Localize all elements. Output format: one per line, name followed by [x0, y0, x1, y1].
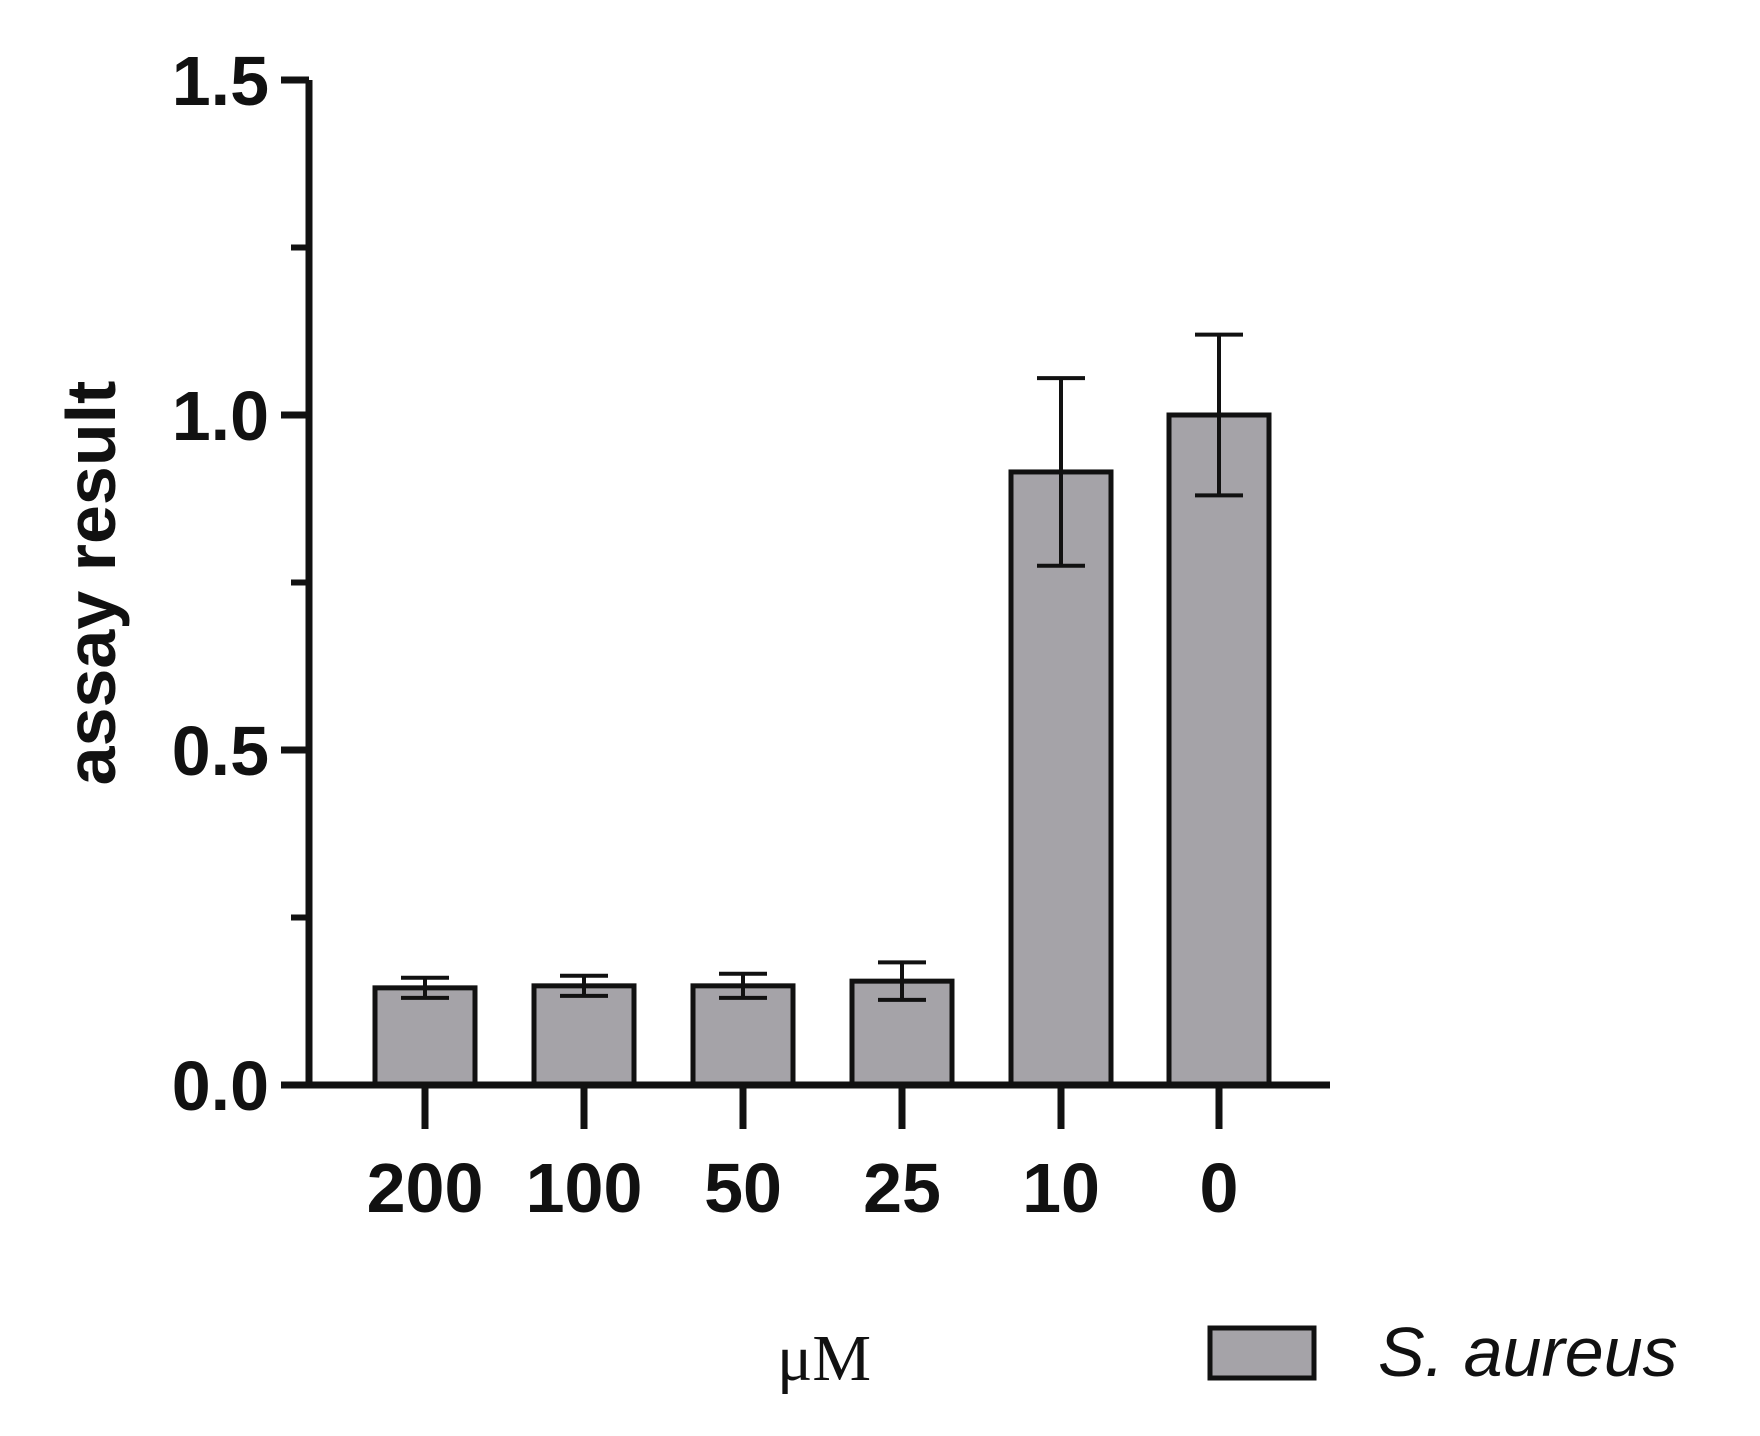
x-tick-label: 200: [367, 1149, 484, 1227]
x-axis-title: μM: [777, 1322, 871, 1395]
bar-50: [690, 983, 796, 1088]
error-bar-10: [1037, 376, 1085, 568]
bar-200: [372, 985, 478, 1088]
y-tick-label: 1.0: [172, 377, 269, 455]
error-bar-100: [560, 973, 608, 998]
error-bar-50: [719, 971, 767, 1000]
bar-100: [531, 983, 637, 1088]
legend: S. aureus: [1207, 1313, 1678, 1391]
y-axis-title: assay result: [52, 381, 130, 786]
error-bar-200: [401, 975, 449, 1000]
error-bar-0: [1195, 332, 1243, 498]
x-tick-label: 0: [1200, 1149, 1239, 1227]
bars-layer: [372, 412, 1272, 1088]
x-tick-label: 10: [1022, 1149, 1100, 1227]
error-bar-25: [878, 960, 926, 1002]
legend-label: S. aureus: [1378, 1313, 1678, 1391]
y-tick-label: 1.5: [172, 42, 269, 120]
x-tick-label: 50: [704, 1149, 782, 1227]
y-tick-label: 0.0: [172, 1047, 269, 1125]
y-tick-label: 0.5: [172, 712, 269, 790]
error-bars-layer: [401, 332, 1243, 1002]
legend-swatch: [1207, 1325, 1317, 1381]
x-tick-label: 25: [863, 1149, 941, 1227]
x-tick-label: 100: [526, 1149, 643, 1227]
bar-10: [1008, 469, 1114, 1088]
bar-0: [1166, 412, 1272, 1088]
